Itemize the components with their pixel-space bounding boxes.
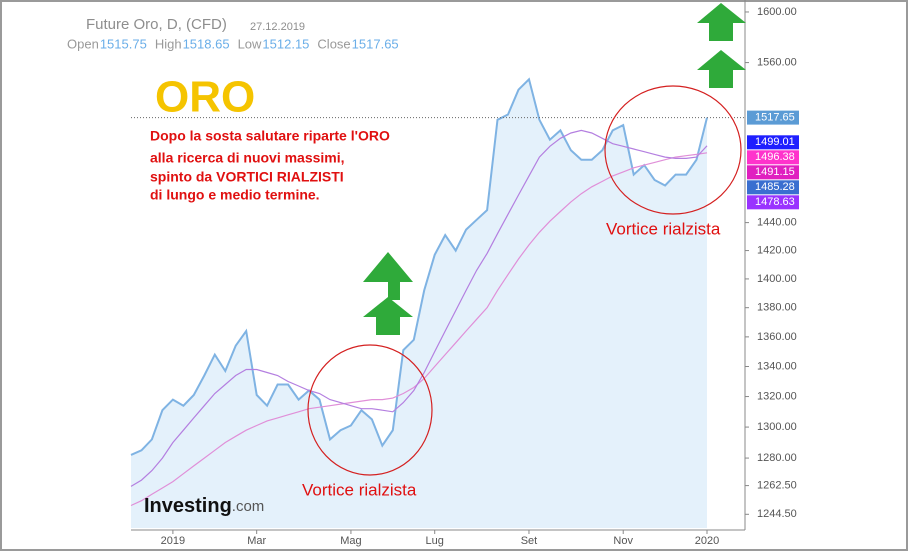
plot: 1244.50 1262.50 1280.00 1300.00 1320.00 1340.… [130, 0, 799, 547]
price-tag-label: 1517.65 [755, 112, 795, 124]
x-tick-label: 2019 [161, 535, 185, 547]
price-tag-label: 1491.15 [755, 166, 795, 178]
line [130, 77, 708, 456]
x-tick-label: 2020 [695, 535, 719, 547]
circle [307, 344, 433, 476]
y-tick-label: 1380.00 [757, 302, 797, 314]
ohlc: Open 1515.75 High 1518.65 Low 1512.15 Close 151… [67, 36, 399, 51]
y-tick-label: 1280.00 [757, 452, 797, 464]
y-tick-label: 1262.50 [757, 479, 797, 491]
y-tick-label: 1600.00 [757, 6, 797, 18]
circle [604, 85, 742, 215]
price-tag-label: 1478.63 [755, 196, 795, 208]
x-tick-label: Nov [613, 535, 633, 547]
price-tag [747, 150, 799, 165]
y-tick-label: 1340.00 [757, 360, 797, 372]
ohlc-label: High [155, 36, 182, 51]
area [131, 79, 707, 529]
y-tick-label: 1360.00 [757, 331, 797, 343]
note-line: alla ricerca di nuovi massimi, [150, 150, 345, 166]
price-tag [747, 165, 799, 180]
price-tag-label: 1496.38 [755, 151, 795, 163]
y-tick-label: 1560.00 [757, 56, 797, 68]
y-tick-label: 1300.00 [757, 421, 797, 433]
arrow [363, 297, 413, 335]
x-tick-label: Mar [247, 535, 266, 547]
ohlc-label: Close [317, 36, 350, 51]
y-tick-label: 1420.00 [757, 244, 797, 256]
arrows [363, 3, 746, 335]
x-tick-label: Lug [426, 535, 444, 547]
title: Future Oro, D, (CFD) [86, 16, 227, 33]
logo-suffix: .com [232, 498, 265, 515]
note-line: di lungo e medio termine. [150, 187, 320, 203]
arrow [363, 252, 413, 300]
y-tick-label: 1320.00 [757, 390, 797, 402]
price-tag-label: 1485.28 [755, 181, 795, 193]
vortex-label: Vortice rialzista [606, 219, 721, 238]
ohlc-label: Open [67, 36, 99, 51]
ohlc-value: 1512.15 [262, 36, 309, 51]
price-tag [747, 180, 799, 195]
logo-name: Investing [144, 495, 232, 517]
x-tick-label: Mag [340, 535, 361, 547]
line [130, 129, 708, 487]
date: 27.12.2019 [250, 21, 305, 33]
price-tag [747, 195, 799, 210]
price-tag-label: 1499.01 [755, 136, 795, 148]
note-line: spinto da VORTICI RIALZISTI [150, 169, 344, 185]
ohlc-value: 1517.65 [352, 36, 399, 51]
arrow [697, 3, 746, 41]
y-tick-label: 1400.00 [757, 273, 797, 285]
note: Dopo la sosta salutare riparte l'ORO all… [150, 128, 390, 203]
ohlc-value: 1515.75 [100, 36, 147, 51]
note-line: Dopo la sosta salutare riparte l'ORO [150, 128, 390, 144]
ohlc-label: Low [238, 36, 262, 51]
y-tick-label: 1244.50 [757, 508, 797, 520]
x-tick-label: Set [521, 535, 538, 547]
price-tag [747, 110, 799, 125]
vortex-label: Vortice rialzista [302, 480, 417, 499]
y-tick-label: 1440.00 [757, 217, 797, 229]
logo: Investing.com [144, 495, 264, 517]
ohlc-value: 1518.65 [183, 36, 230, 51]
heading: ORO [155, 73, 255, 122]
price-tag [747, 135, 799, 150]
arrow [697, 50, 746, 88]
